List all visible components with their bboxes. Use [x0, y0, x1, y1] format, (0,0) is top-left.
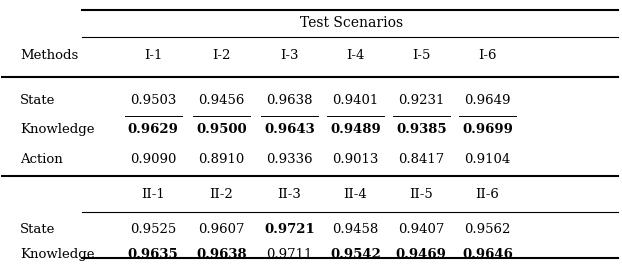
- Text: 0.9013: 0.9013: [332, 153, 379, 166]
- Text: 0.9336: 0.9336: [266, 153, 313, 166]
- Text: 0.8417: 0.8417: [398, 153, 444, 166]
- Text: I-2: I-2: [212, 49, 230, 62]
- Text: 0.9721: 0.9721: [264, 224, 315, 237]
- Text: I-1: I-1: [144, 49, 162, 62]
- Text: 0.9503: 0.9503: [130, 94, 176, 107]
- Text: I-6: I-6: [478, 49, 497, 62]
- Text: 0.9231: 0.9231: [398, 94, 444, 107]
- Text: 0.9458: 0.9458: [332, 224, 379, 237]
- Text: 0.9401: 0.9401: [332, 94, 379, 107]
- Text: 0.9407: 0.9407: [398, 224, 444, 237]
- Text: 0.9489: 0.9489: [330, 123, 381, 136]
- Text: Methods: Methods: [20, 49, 78, 62]
- Text: 0.8910: 0.8910: [198, 153, 244, 166]
- Text: 0.9090: 0.9090: [130, 153, 176, 166]
- Text: I-5: I-5: [412, 49, 430, 62]
- Text: 0.9542: 0.9542: [330, 248, 381, 261]
- Text: 0.9456: 0.9456: [198, 94, 244, 107]
- Text: Knowledge: Knowledge: [20, 123, 95, 136]
- Text: 0.9638: 0.9638: [266, 94, 313, 107]
- Text: I-4: I-4: [346, 49, 364, 62]
- Text: II-1: II-1: [141, 188, 165, 201]
- Text: Test Scenarios: Test Scenarios: [300, 16, 403, 30]
- Text: II-2: II-2: [210, 188, 233, 201]
- Text: Knowledge: Knowledge: [20, 248, 95, 261]
- Text: 0.9562: 0.9562: [464, 224, 511, 237]
- Text: II-5: II-5: [409, 188, 433, 201]
- Text: 0.9469: 0.9469: [396, 248, 447, 261]
- Text: 0.9500: 0.9500: [196, 123, 246, 136]
- Text: 0.9649: 0.9649: [464, 94, 511, 107]
- Text: 0.9607: 0.9607: [198, 224, 244, 237]
- Text: 0.9525: 0.9525: [130, 224, 176, 237]
- Text: 0.9711: 0.9711: [266, 248, 312, 261]
- Text: State: State: [20, 94, 55, 107]
- Text: 0.9104: 0.9104: [465, 153, 511, 166]
- Text: State: State: [20, 224, 55, 237]
- Text: II-4: II-4: [344, 188, 368, 201]
- Text: 0.9635: 0.9635: [128, 248, 179, 261]
- Text: 0.9385: 0.9385: [396, 123, 447, 136]
- Text: II-6: II-6: [476, 188, 499, 201]
- Text: 0.9643: 0.9643: [264, 123, 315, 136]
- Text: 0.9646: 0.9646: [462, 248, 513, 261]
- Text: 0.9699: 0.9699: [462, 123, 513, 136]
- Text: Action: Action: [20, 153, 63, 166]
- Text: I-3: I-3: [280, 49, 299, 62]
- Text: 0.9629: 0.9629: [128, 123, 179, 136]
- Text: 0.9638: 0.9638: [196, 248, 246, 261]
- Text: II-3: II-3: [277, 188, 301, 201]
